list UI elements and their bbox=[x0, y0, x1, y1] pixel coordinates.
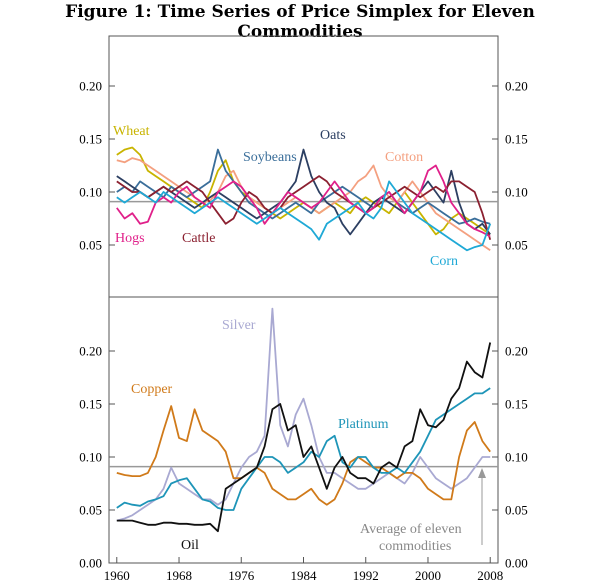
top-ytick-label-right: 0.15 bbox=[505, 132, 528, 147]
label-cattle: Cattle bbox=[182, 231, 215, 246]
label-soybeans: Soybeans bbox=[243, 150, 297, 165]
series-platinum-line bbox=[116, 387, 491, 511]
series-cattle-line bbox=[116, 175, 492, 240]
series-cotton-line bbox=[116, 157, 491, 252]
xtick-group: 1960 1968 1976 1984 1992 2000 2008 bbox=[104, 557, 503, 583]
series-copper-line bbox=[116, 405, 491, 506]
label-corn: Corn bbox=[430, 254, 458, 269]
xtick-label: 1984 bbox=[291, 568, 318, 583]
top-series-group bbox=[116, 146, 492, 252]
series-corn-line bbox=[116, 180, 492, 252]
series-silver-line bbox=[116, 307, 491, 522]
xtick-label: 1968 bbox=[166, 568, 192, 583]
top-ytick-label-left: 0.15 bbox=[79, 132, 102, 147]
xtick-label: 2000 bbox=[415, 568, 441, 583]
bottom-ytick-label-left: 0.15 bbox=[79, 397, 102, 412]
label-cotton: Cotton bbox=[385, 150, 423, 165]
series-oats-line bbox=[116, 148, 491, 236]
label-copper: Copper bbox=[131, 382, 173, 397]
label-oil: Oil bbox=[181, 538, 199, 553]
bottom-ytick-label-left: 0.20 bbox=[79, 344, 102, 359]
annotation-arrow-head bbox=[478, 468, 486, 478]
top-ytick-label-right: 0.05 bbox=[505, 238, 528, 253]
top-ytick-group: 0.20 0.20 0.15 0.15 0.10 0.10 0.05 0.05 bbox=[79, 79, 528, 253]
top-ytick-label-left: 0.05 bbox=[79, 238, 102, 253]
series-oil-line bbox=[116, 342, 492, 533]
label-oats: Oats bbox=[320, 128, 346, 143]
bottom-ytick-group: 0.20 0.20 0.15 0.15 0.10 0.10 0.05 0.05 0.00 0.00 bbox=[79, 344, 528, 571]
xtick-label: 1992 bbox=[353, 568, 379, 583]
annotation-line1: Average of eleven bbox=[360, 522, 462, 537]
label-platinum: Platinum bbox=[338, 417, 389, 432]
label-silver: Silver bbox=[222, 318, 256, 333]
figure-title: Figure 1: Time Series of Price Simplex f… bbox=[65, 2, 535, 42]
bottom-ytick-label-right: 0.05 bbox=[505, 503, 528, 518]
top-ytick-label-left: 0.10 bbox=[79, 185, 102, 200]
label-wheat: Wheat bbox=[113, 124, 150, 139]
xtick-label: 1960 bbox=[104, 568, 130, 583]
bottom-ytick-label-right: 0.15 bbox=[505, 397, 528, 412]
top-ytick-label-right: 0.10 bbox=[505, 185, 528, 200]
bottom-ytick-label-left: 0.10 bbox=[79, 450, 102, 465]
bottom-ytick-label-left: 0.00 bbox=[79, 556, 102, 571]
bottom-ytick-label-right: 0.00 bbox=[505, 556, 528, 571]
label-hogs: Hogs bbox=[115, 231, 145, 246]
series-hogs-line bbox=[116, 164, 491, 238]
xtick-label: 2008 bbox=[477, 568, 503, 583]
bottom-ytick-label-right: 0.20 bbox=[505, 344, 528, 359]
bottom-ytick-label-left: 0.05 bbox=[79, 503, 102, 518]
top-ytick-label-right: 0.20 bbox=[505, 79, 528, 94]
xtick-label: 1976 bbox=[228, 568, 255, 583]
bottom-ytick-label-right: 0.10 bbox=[505, 450, 528, 465]
top-ytick-label-left: 0.20 bbox=[79, 79, 102, 94]
bottom-series-group bbox=[116, 307, 492, 533]
annotation-line2: commodities bbox=[379, 539, 451, 554]
